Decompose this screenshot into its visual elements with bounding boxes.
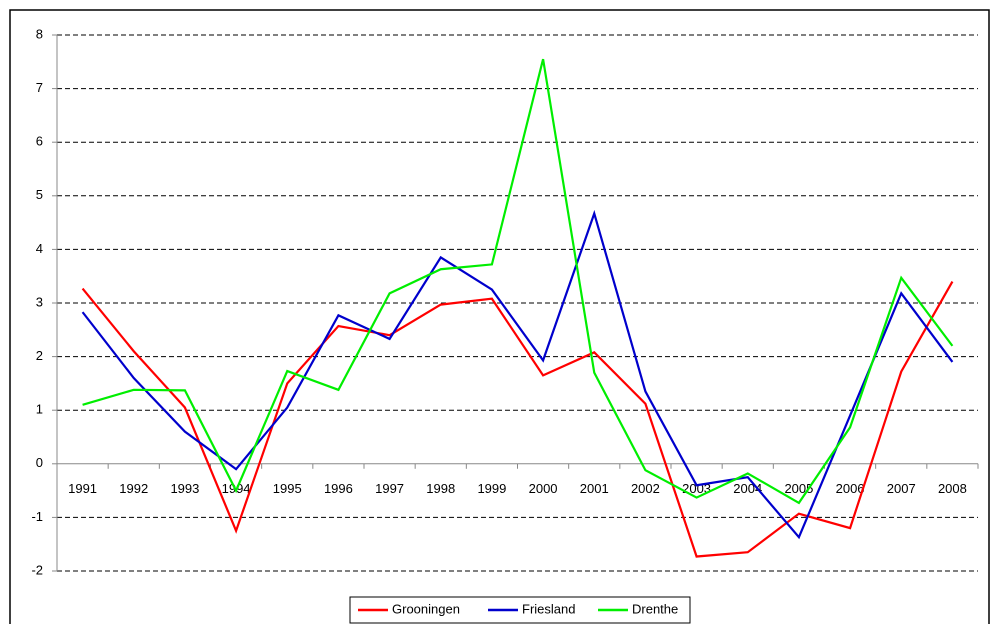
y-tick-label: 0	[36, 455, 43, 470]
x-tick-label: 1993	[170, 481, 199, 496]
y-tick-label: 2	[36, 348, 43, 363]
x-tick-label: 2000	[529, 481, 558, 496]
x-tick-label: 1999	[477, 481, 506, 496]
x-tick-label: 1995	[273, 481, 302, 496]
legend-label: Friesland	[522, 601, 575, 616]
series-line	[81, 209, 954, 540]
y-tick-label: 5	[36, 187, 43, 202]
x-tick-label: 2006	[836, 481, 865, 496]
y-tick-label: -2	[31, 562, 43, 577]
x-tick-label: 1996	[324, 481, 353, 496]
y-tick-label: -1	[31, 509, 43, 524]
legend-box	[349, 596, 691, 624]
x-tick-label: 1998	[426, 481, 455, 496]
y-tick-label: 1	[36, 402, 43, 417]
y-tick-label: 4	[36, 241, 43, 256]
x-tick-label: 1992	[119, 481, 148, 496]
chart-frame	[9, 9, 990, 624]
series-line	[82, 58, 954, 505]
y-tick-label: 6	[36, 134, 43, 149]
x-tick-label: 2007	[887, 481, 916, 496]
x-tick-label: 2002	[631, 481, 660, 496]
legend-label: Grooningen	[392, 601, 460, 616]
y-tick-label: 8	[36, 26, 43, 41]
x-tick-label: 2008	[938, 481, 967, 496]
y-tick-label: 7	[36, 80, 43, 95]
y-tick-label: 3	[36, 294, 43, 309]
x-tick-label: 1997	[375, 481, 404, 496]
x-tick-label: 1991	[68, 481, 97, 496]
legend-label: Drenthe	[632, 601, 678, 616]
x-tick-label: 2001	[580, 481, 609, 496]
